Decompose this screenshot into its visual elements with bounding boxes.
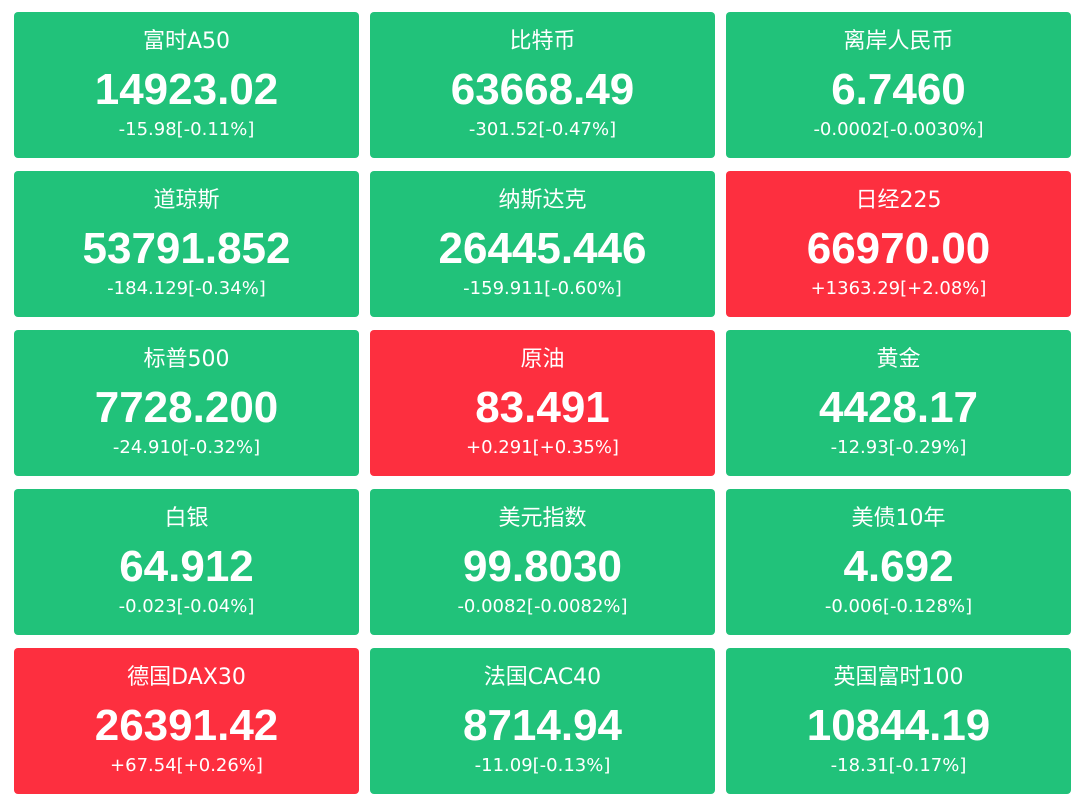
quote-change: -301.52[-0.47%]	[468, 119, 617, 140]
quote-change: -15.98[-0.11%]	[118, 119, 255, 140]
quote-price: 26445.446	[438, 224, 647, 273]
quote-price: 64.912	[119, 542, 254, 591]
quote-name: 美元指数	[498, 506, 587, 531]
quote-price: 63668.49	[450, 65, 635, 114]
quote-price: 53791.852	[82, 224, 291, 273]
quote-change: -0.0082[-0.0082%]	[457, 596, 628, 617]
quote-change: -24.910[-0.32%]	[112, 437, 261, 458]
quote-name: 英国富时100	[833, 665, 964, 690]
quote-name: 德国DAX30	[127, 665, 246, 690]
quote-change: +1363.29[+2.08%]	[810, 278, 987, 299]
quote-name: 日经225	[855, 188, 942, 213]
quote-tile[interactable]: 白银 64.912 -0.023[-0.04%]	[14, 489, 359, 635]
quote-change: -11.09[-0.13%]	[474, 755, 611, 776]
quote-price: 26391.42	[94, 701, 279, 750]
quote-tile[interactable]: 美债10年 4.692 -0.006[-0.128%]	[726, 489, 1071, 635]
quote-price: 10844.19	[806, 701, 991, 750]
quote-name: 标普500	[143, 347, 230, 372]
quote-name: 黄金	[876, 347, 921, 372]
quote-tile[interactable]: 纳斯达克 26445.446 -159.911[-0.60%]	[370, 171, 715, 317]
quote-price: 4428.17	[818, 383, 979, 432]
quote-change: +0.291[+0.35%]	[466, 437, 619, 458]
quote-tile[interactable]: 比特币 63668.49 -301.52[-0.47%]	[370, 12, 715, 158]
quote-tile[interactable]: 原油 83.491 +0.291[+0.35%]	[370, 330, 715, 476]
quote-price: 6.7460	[831, 65, 966, 114]
quote-name: 美债10年	[851, 506, 946, 531]
quote-change: +67.54[+0.26%]	[110, 755, 263, 776]
quote-change: -12.93[-0.29%]	[830, 437, 967, 458]
quote-change: -0.006[-0.128%]	[824, 596, 973, 617]
quote-tile[interactable]: 富时A50 14923.02 -15.98[-0.11%]	[14, 12, 359, 158]
quote-name: 原油	[520, 347, 565, 372]
quote-name: 法国CAC40	[483, 665, 602, 690]
quote-change: -159.911[-0.60%]	[463, 278, 622, 299]
quote-tile[interactable]: 道琼斯 53791.852 -184.129[-0.34%]	[14, 171, 359, 317]
quote-price: 8714.94	[462, 701, 623, 750]
quote-price: 99.8030	[462, 542, 623, 591]
quote-price: 4.692	[843, 542, 954, 591]
quote-change: -184.129[-0.34%]	[107, 278, 266, 299]
quote-name: 离岸人民币	[843, 29, 954, 54]
quote-name: 道琼斯	[153, 188, 220, 213]
quote-change: -18.31[-0.17%]	[830, 755, 967, 776]
quote-name: 纳斯达克	[498, 188, 587, 213]
quote-name: 比特币	[509, 29, 576, 54]
quote-name: 富时A50	[142, 29, 231, 54]
quote-tile[interactable]: 英国富时100 10844.19 -18.31[-0.17%]	[726, 648, 1071, 794]
quote-tile[interactable]: 标普500 7728.200 -24.910[-0.32%]	[14, 330, 359, 476]
quote-change: -0.0002[-0.0030%]	[813, 119, 984, 140]
quote-tile[interactable]: 德国DAX30 26391.42 +67.54[+0.26%]	[14, 648, 359, 794]
quote-price: 83.491	[475, 383, 610, 432]
quote-tile[interactable]: 美元指数 99.8030 -0.0082[-0.0082%]	[370, 489, 715, 635]
quote-price: 66970.00	[806, 224, 991, 273]
quote-price: 14923.02	[94, 65, 279, 114]
quote-tile[interactable]: 日经225 66970.00 +1363.29[+2.08%]	[726, 171, 1071, 317]
quote-tile[interactable]: 黄金 4428.17 -12.93[-0.29%]	[726, 330, 1071, 476]
quote-price: 7728.200	[94, 383, 279, 432]
quote-tile[interactable]: 离岸人民币 6.7460 -0.0002[-0.0030%]	[726, 12, 1071, 158]
quote-tile[interactable]: 法国CAC40 8714.94 -11.09[-0.13%]	[370, 648, 715, 794]
quote-name: 白银	[164, 506, 209, 531]
quote-change: -0.023[-0.04%]	[118, 596, 255, 617]
